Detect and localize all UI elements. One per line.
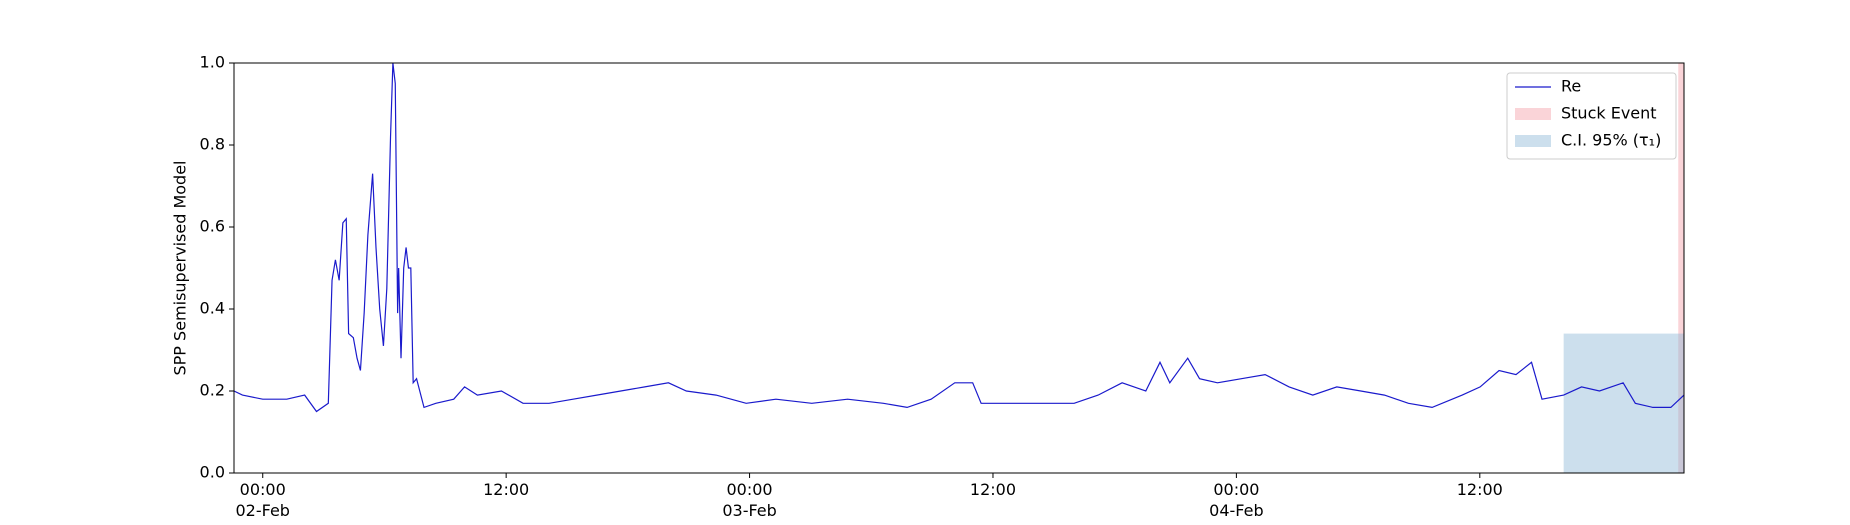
x-tick-label: 12:00 [1457,480,1503,499]
x-tick-label: 00:00 03-Feb [722,480,776,520]
legend-patch [1515,108,1551,120]
y-tick-label: 0.8 [200,135,225,154]
plot-frame [233,62,1685,474]
x-tick-label: 12:00 [970,480,1016,499]
legend: Re Stuck Event C.I. 95% (τ₁) [1506,72,1677,160]
x-tick-label: 12:00 [483,480,529,499]
data-line [233,62,1685,413]
y-tick-label: 0.2 [200,381,225,400]
shaded-span [1563,333,1684,473]
y-tick-label: 0.0 [200,463,225,482]
y-axis-label: SPP Semisupervised Model [171,161,190,376]
y-tick-label: 0.4 [200,299,225,318]
y-tick-label: 0.6 [200,217,225,236]
legend-label: Stuck Event [1561,104,1657,123]
shaded-span [1678,63,1684,473]
legend-box [1506,72,1677,160]
y-tick-label: 1.0 [200,53,225,72]
legend-label: C.I. 95% (τ₁) [1561,131,1661,150]
legend-label: Re [1561,77,1581,96]
x-tick-label: 00:00 04-Feb [1209,480,1263,520]
legend-patch [1515,135,1551,147]
